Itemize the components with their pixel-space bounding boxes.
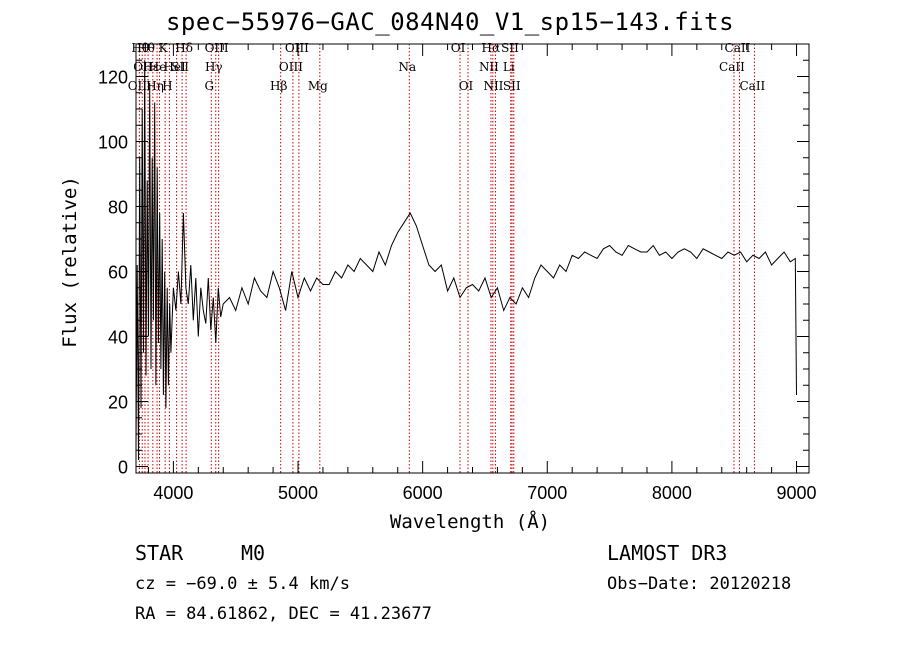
spectral-line-label: NII [483, 79, 503, 93]
spectral-line-label: OII [133, 60, 153, 74]
survey-name: LAMOST DR3 [607, 541, 728, 565]
chart-title: spec−55976−GAC_084N40_V1_sp15−143.fits [165, 8, 735, 36]
spectral-line-label: CaII [719, 60, 745, 74]
spectral-line-label: Hγ [205, 60, 223, 74]
coordinates: RA = 84.61862, DEC = 41.23677 [135, 604, 432, 624]
spectral-line-label: SII [501, 41, 519, 55]
x-axis-label: Wavelength (Å) [389, 511, 551, 533]
object-subclass: M0 [241, 541, 266, 565]
x-tick-label: 7000 [527, 483, 567, 503]
spectral-line-label: OIII [205, 41, 229, 55]
spectral-line-label: CaII [739, 79, 765, 93]
spectral-line-label: Hε [142, 60, 159, 74]
spectral-line-label: K [159, 41, 169, 55]
y-tick-label: 100 [98, 133, 128, 153]
spectral-line-label: OI [459, 79, 474, 93]
flux-series-line [135, 60, 797, 461]
spectral-line-label: SII [503, 79, 521, 93]
spectral-line-label: SII [171, 60, 189, 74]
redshift-value: cz = −69.0 ± 5.4 km/s [135, 574, 350, 594]
spectral-line-label: He [149, 60, 167, 74]
y-tick-label: 0 [118, 458, 128, 478]
spectral-line-label: H [162, 79, 172, 93]
x-tick-label: 5000 [278, 483, 318, 503]
y-tick-label: 80 [108, 198, 128, 218]
y-axis-label: Flux (relative) [59, 176, 81, 348]
x-tick-label: 6000 [403, 483, 443, 503]
y-tick-label: 40 [108, 328, 128, 348]
spectral-line-label: OIII [285, 41, 309, 55]
observation-date: Obs−Date: 20120218 [607, 574, 792, 594]
x-tick-label: 4000 [153, 483, 193, 503]
spectral-line-label: OI [451, 41, 466, 55]
spectral-line-label: HeI [163, 60, 186, 74]
object-class: STAR [135, 541, 184, 565]
y-tick-label: 60 [108, 263, 128, 283]
spectral-line-label: NII [479, 60, 499, 74]
plot-frame [135, 43, 810, 474]
spectral-line-label: Na [398, 60, 416, 74]
y-tick-label: 20 [108, 393, 128, 413]
y-tick-label: 120 [98, 68, 128, 88]
spectral-line-label: Mg [308, 79, 328, 93]
spectral-line-label: G [204, 79, 214, 93]
spectral-line-label: Hβ [270, 79, 287, 93]
x-tick-label: 9000 [777, 483, 817, 503]
spectral-line-label: Li [503, 60, 515, 74]
spectral-line-label: OIII [279, 60, 303, 74]
spectral-line-label: Hθ [137, 41, 155, 55]
spectral-line-label: Hδ [175, 41, 193, 55]
x-tick-label: 8000 [652, 483, 692, 503]
